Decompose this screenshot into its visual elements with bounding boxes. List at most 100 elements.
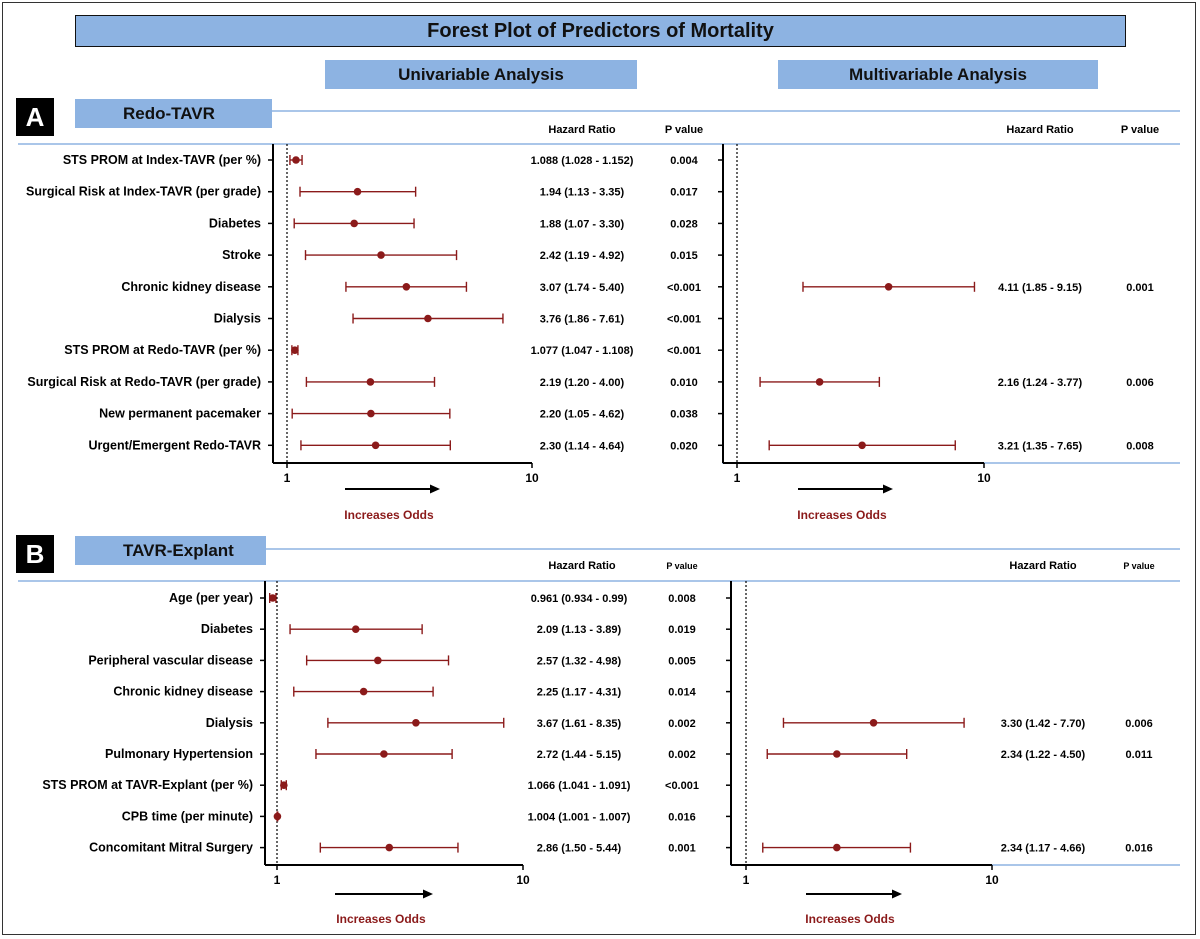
- row-label-b: Age (per year): [169, 591, 253, 605]
- point-estimate-b-uni: [412, 719, 420, 727]
- point-estimate-a-uni: [424, 314, 432, 323]
- hazard-ratio-value-b-uni: 1.004 (1.001 - 1.007): [528, 811, 631, 823]
- hazard-ratio-value-a-uni: 2.42 (1.19 - 4.92): [540, 250, 625, 262]
- row-label-a: Diabetes: [209, 216, 261, 230]
- row-label-b: Chronic kidney disease: [113, 685, 253, 699]
- p-header-b-uni: P value: [666, 561, 697, 571]
- hazard-ratio-value-b-uni: 2.09 (1.13 - 3.89): [537, 624, 622, 636]
- point-estimate-a-uni: [366, 378, 375, 386]
- arrow-head-a-uni: [430, 484, 440, 494]
- hazard-ratio-value-b-multi: 2.34 (1.17 - 4.66): [1001, 843, 1086, 855]
- hazard-ratio-value-a-uni: 1.088 (1.028 - 1.152): [531, 155, 634, 167]
- x-tick-label-a-uni-1: 1: [284, 471, 291, 485]
- hazard-ratio-value-b-multi: 2.34 (1.22 - 4.50): [1001, 749, 1086, 761]
- p-value-a-uni: <0.001: [667, 345, 701, 357]
- arrow-label-a-uni: Increases Odds: [344, 508, 434, 522]
- row-label-b: Pulmonary Hypertension: [105, 747, 253, 761]
- x-tick-label-b-uni-1: 1: [274, 873, 281, 887]
- x-tick-label-b-multi-1: 1: [743, 873, 750, 887]
- point-estimate-b-uni: [385, 843, 394, 852]
- row-label-a: New permanent pacemaker: [99, 407, 261, 421]
- hazard-ratio-value-a-uni: 3.76 (1.86 - 7.61): [540, 314, 625, 326]
- point-estimate-a-multi: [884, 283, 893, 291]
- row-label-a: STS PROM at Redo-TAVR (per %): [64, 343, 261, 357]
- point-estimate-b-multi: [869, 719, 878, 727]
- row-label-b: Dialysis: [206, 716, 253, 730]
- row-label-a: Chronic kidney disease: [121, 280, 261, 294]
- p-header-b-multi: P value: [1123, 561, 1154, 571]
- hazard-ratio-value-b-uni: 3.67 (1.61 - 8.35): [537, 718, 622, 730]
- x-tick-label-b-uni-10: 10: [516, 873, 530, 887]
- p-header-a-uni: P value: [665, 124, 703, 136]
- point-estimate-b-uni: [273, 812, 282, 821]
- hazard-ratio-value-a-uni: 2.30 (1.14 - 4.64): [540, 440, 625, 452]
- arrow-label-b-multi: Increases Odds: [805, 912, 895, 926]
- point-estimate-b-multi: [833, 843, 841, 852]
- p-value-b-uni: 0.016: [668, 811, 696, 823]
- p-value-b-multi: 0.006: [1125, 718, 1153, 730]
- point-estimate-a-uni: [292, 156, 300, 164]
- p-value-a-uni: 0.010: [670, 377, 698, 389]
- hr-header-a-uni: Hazard Ratio: [548, 124, 616, 136]
- point-estimate-b-multi: [833, 750, 841, 758]
- p-value-a-uni: 0.028: [670, 218, 698, 230]
- p-value-a-multi: 0.001: [1126, 282, 1154, 294]
- p-value-b-multi: 0.016: [1125, 843, 1153, 855]
- p-header-a-multi: P value: [1121, 124, 1159, 136]
- row-label-a: Dialysis: [214, 312, 261, 326]
- hazard-ratio-value-b-uni: 2.72 (1.44 - 5.15): [537, 749, 622, 761]
- p-value-b-uni: 0.019: [668, 624, 696, 636]
- row-label-a: STS PROM at Index-TAVR (per %): [63, 153, 261, 167]
- p-value-a-uni: 0.020: [670, 440, 698, 452]
- hr-header-b-uni: Hazard Ratio: [548, 560, 616, 572]
- point-estimate-b-uni: [268, 594, 277, 602]
- row-label-b: Diabetes: [201, 622, 253, 636]
- hazard-ratio-value-a-uni: 1.88 (1.07 - 3.30): [540, 218, 625, 230]
- point-estimate-a-uni: [371, 441, 380, 450]
- panel-letter-b: B: [16, 535, 54, 573]
- p-value-b-uni: 0.002: [668, 718, 696, 730]
- arrow-head-b-multi: [892, 889, 902, 899]
- point-estimate-a-multi: [815, 378, 824, 386]
- point-estimate-b-uni: [359, 687, 368, 696]
- p-value-a-uni: <0.001: [667, 314, 701, 326]
- x-tick-label-a-uni-10: 10: [525, 471, 539, 485]
- p-value-b-multi: 0.011: [1126, 749, 1153, 761]
- univariable-header: Univariable Analysis: [325, 60, 637, 89]
- p-value-b-uni: 0.002: [668, 749, 696, 761]
- row-label-a: Urgent/Emergent Redo-TAVR: [89, 438, 261, 452]
- panel-letter-a: A: [16, 98, 54, 136]
- hazard-ratio-value-b-uni: 0.961 (0.934 - 0.99): [531, 593, 628, 605]
- section-title-tavr-explant: TAVR-Explant: [75, 536, 266, 565]
- p-value-b-uni: 0.001: [668, 843, 696, 855]
- p-value-b-uni: <0.001: [665, 780, 699, 792]
- p-value-b-uni: 0.005: [668, 655, 696, 667]
- row-label-a: Surgical Risk at Redo-TAVR (per grade): [27, 375, 261, 389]
- hazard-ratio-value-b-uni: 2.57 (1.32 - 4.98): [537, 655, 622, 667]
- row-label-b: Peripheral vascular disease: [88, 653, 253, 667]
- point-estimate-a-uni: [367, 409, 375, 418]
- row-label-b: CPB time (per minute): [122, 809, 253, 823]
- hazard-ratio-value-b-multi: 3.30 (1.42 - 7.70): [1001, 718, 1086, 730]
- hazard-ratio-value-a-multi: 4.11 (1.85 - 9.15): [998, 282, 1082, 294]
- p-value-b-uni: 0.008: [668, 593, 696, 605]
- p-value-a-uni: 0.015: [670, 250, 698, 262]
- point-estimate-a-uni: [353, 187, 362, 196]
- p-value-a-uni: 0.004: [670, 155, 698, 167]
- point-estimate-a-uni: [402, 283, 411, 291]
- hazard-ratio-value-b-uni: 2.25 (1.17 - 4.31): [537, 687, 622, 699]
- section-title-redo-tavr: Redo-TAVR: [75, 99, 272, 128]
- arrow-label-b-uni: Increases Odds: [336, 912, 426, 926]
- hazard-ratio-value-a-uni: 1.94 (1.13 - 3.35): [540, 187, 625, 199]
- figure-title: Forest Plot of Predictors of Mortality: [75, 15, 1126, 47]
- arrow-head-b-uni: [423, 889, 433, 899]
- row-label-a: Surgical Risk at Index-TAVR (per grade): [26, 185, 261, 199]
- point-estimate-a-uni: [350, 219, 358, 228]
- point-estimate-b-uni: [380, 750, 388, 758]
- hr-header-a-multi: Hazard Ratio: [1006, 124, 1074, 136]
- point-estimate-a-uni: [377, 251, 385, 259]
- hazard-ratio-value-a-multi: 2.16 (1.24 - 3.77): [998, 377, 1083, 389]
- hazard-ratio-value-a-multi: 3.21 (1.35 - 7.65): [998, 440, 1083, 452]
